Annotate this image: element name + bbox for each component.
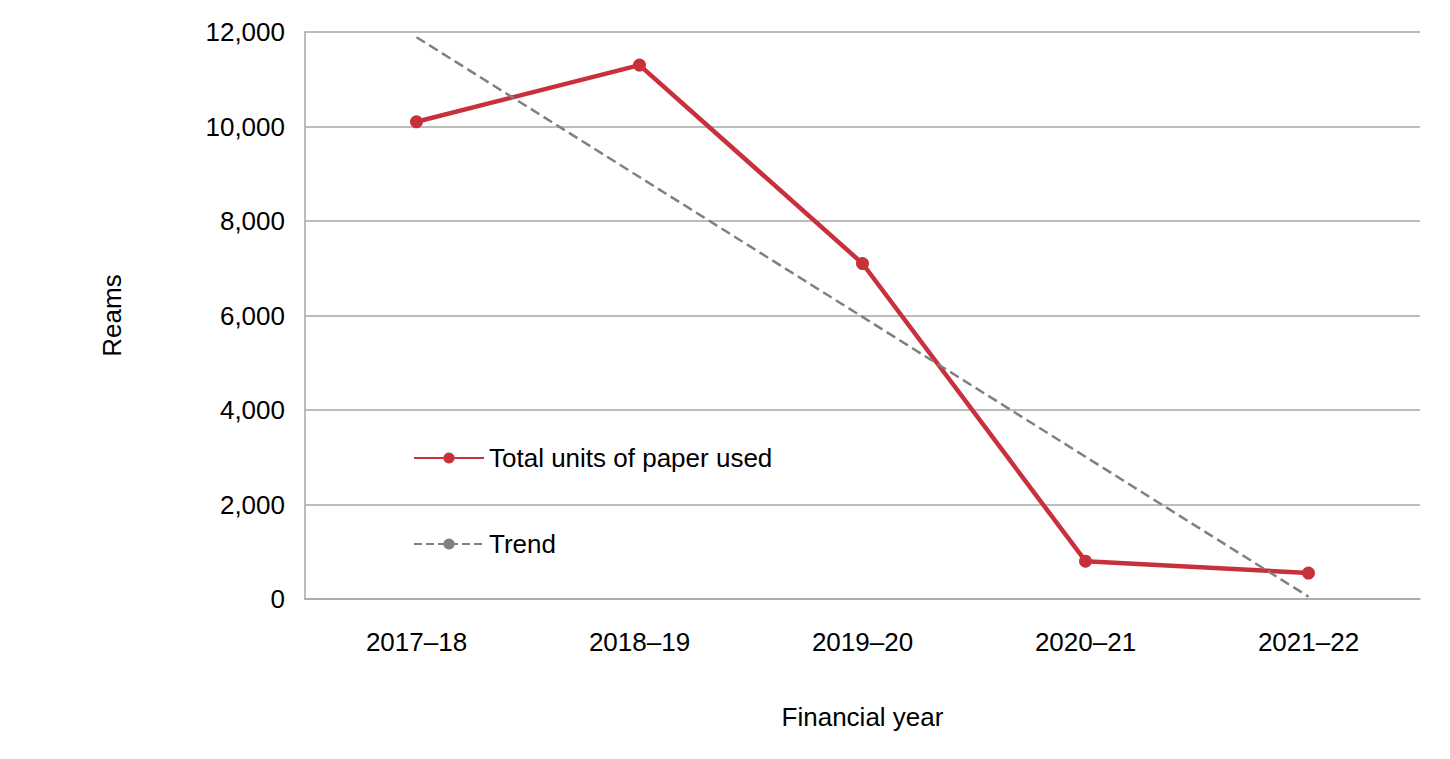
svg-text:2017–18: 2017–18 xyxy=(366,627,467,657)
svg-text:6,000: 6,000 xyxy=(220,301,285,331)
svg-text:2020–21: 2020–21 xyxy=(1035,627,1136,657)
svg-text:2021–22: 2021–22 xyxy=(1258,627,1359,657)
svg-text:Reams: Reams xyxy=(97,274,127,356)
svg-text:4,000: 4,000 xyxy=(220,395,285,425)
svg-text:Total units of paper used: Total units of paper used xyxy=(489,443,772,473)
svg-text:2019–20: 2019–20 xyxy=(812,627,913,657)
svg-text:0: 0 xyxy=(271,584,285,614)
svg-text:8,000: 8,000 xyxy=(220,206,285,236)
svg-text:12,000: 12,000 xyxy=(205,17,285,47)
svg-text:Trend: Trend xyxy=(489,529,556,559)
svg-text:10,000: 10,000 xyxy=(205,112,285,142)
svg-text:Financial year: Financial year xyxy=(782,702,944,732)
svg-text:2,000: 2,000 xyxy=(220,490,285,520)
svg-text:2018–19: 2018–19 xyxy=(589,627,690,657)
